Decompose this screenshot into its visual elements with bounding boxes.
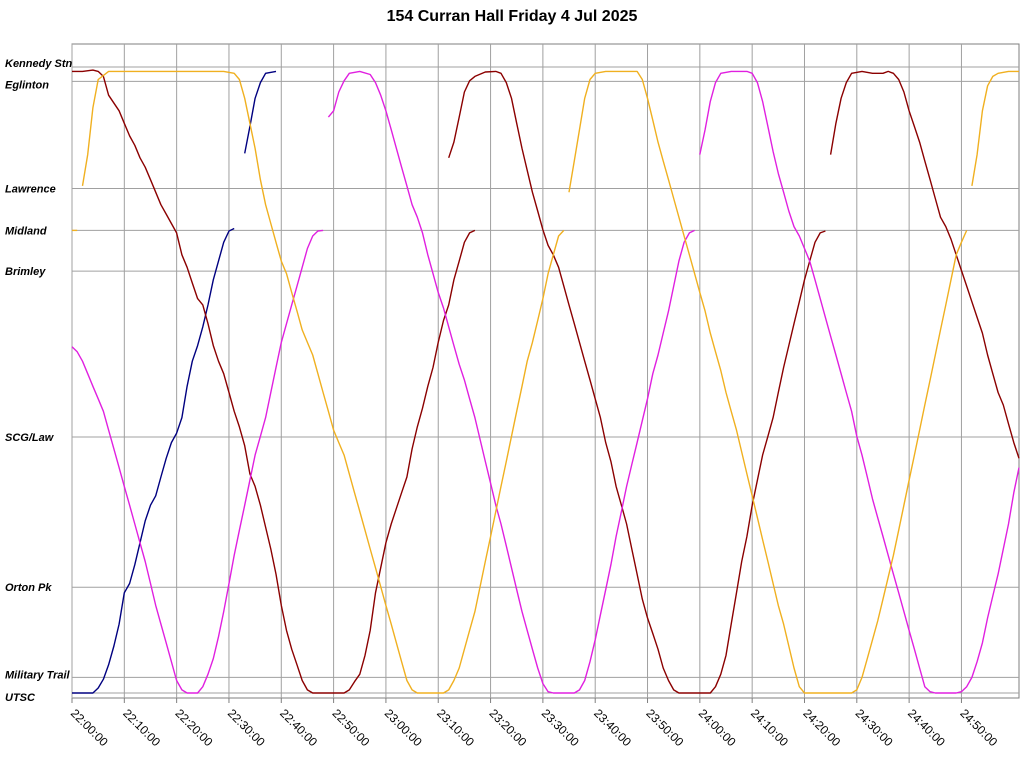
bus-trip-line [81, 70, 565, 694]
x-tick-label: 23:30:00 [539, 706, 582, 749]
stop-label: Military Trail [5, 669, 71, 681]
x-tick-label: 24:20:00 [800, 706, 843, 749]
plot-area [71, 43, 1020, 699]
stop-label: Midland [5, 225, 47, 237]
x-tick-label: 22:10:00 [120, 706, 163, 749]
bus-trip-line [72, 227, 235, 694]
bus-trip-line [971, 70, 1019, 187]
x-tick-label: 23:10:00 [434, 706, 477, 749]
stop-label: SCG/Law [5, 432, 55, 444]
x-tick-label: 22:30:00 [225, 706, 268, 749]
time-tick-labels: 22:00:00 22:10:00 22:20:00 22:30:00 22:40:00… [68, 706, 1001, 749]
bus-trip-line [244, 70, 277, 154]
stop-label: Orton Pk [5, 582, 52, 594]
bus-trip-line [568, 70, 968, 694]
bus-trip-line [71, 229, 324, 694]
stop-label: Brimley [5, 266, 46, 278]
chart-title: 154 Curran Hall Friday 4 Jul 2025 [386, 8, 638, 25]
x-tick-label: 23:40:00 [591, 706, 634, 749]
x-tick-label: 22:50:00 [329, 706, 372, 749]
bus-trip-line [448, 70, 826, 694]
stop-label: Kennedy Stn [5, 58, 73, 70]
stop-label: Eglinton [5, 79, 49, 91]
x-tick-label: 24:30:00 [853, 706, 896, 749]
stop-label: UTSC [5, 692, 36, 704]
x-tick-label: 23:20:00 [486, 706, 529, 749]
x-tick-label: 22:00:00 [68, 706, 111, 749]
x-tick-label: 22:20:00 [173, 706, 216, 749]
stop-label: Lawrence [5, 183, 56, 195]
bus-trip-line [327, 70, 695, 694]
series-lines [71, 69, 1020, 694]
x-tick-label: 23:00:00 [382, 706, 425, 749]
x-tick-label: 22:40:00 [277, 706, 320, 749]
x-tick-label: 24:10:00 [748, 706, 791, 749]
x-tick-label: 23:50:00 [643, 706, 686, 749]
x-tick-label: 24:00:00 [696, 706, 739, 749]
bus-trip-line [699, 70, 1020, 694]
bus-trip-line [829, 70, 1020, 459]
bus-trip-line [72, 69, 476, 694]
stop-labels: Kennedy Stn Eglinton Lawrence Midland Brimle… [5, 58, 73, 704]
x-tick-label: 24:40:00 [905, 706, 948, 749]
x-tick-label: 24:50:00 [957, 706, 1000, 749]
